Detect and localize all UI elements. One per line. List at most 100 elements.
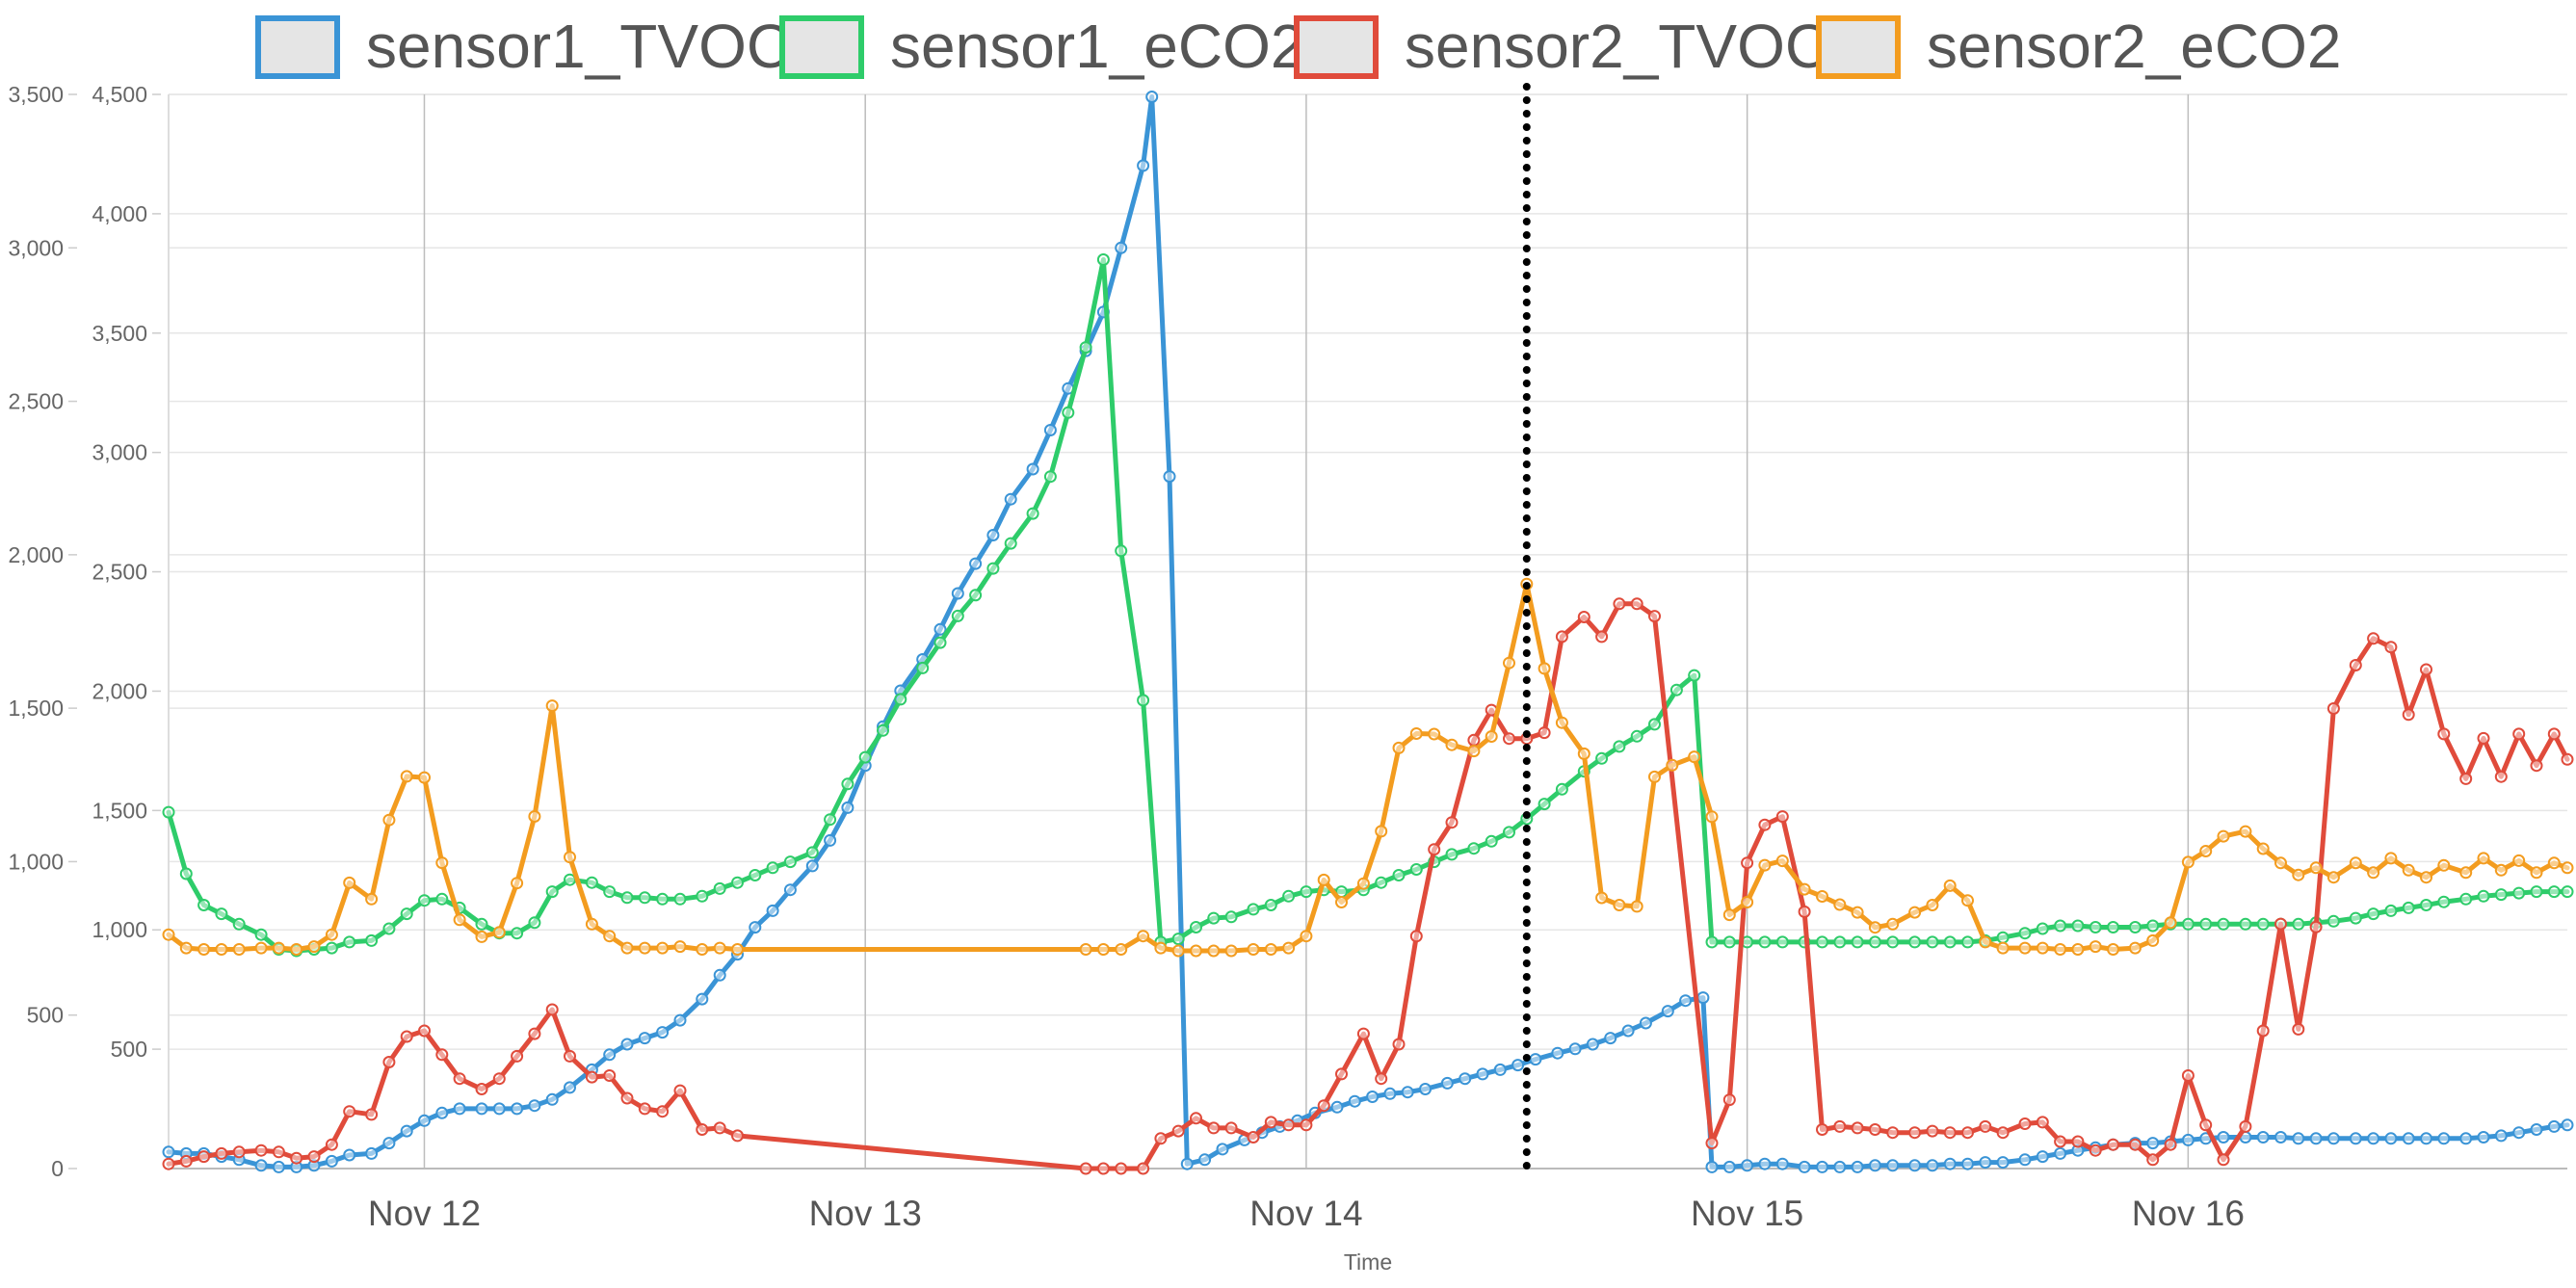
data-point-sensor1_eCO2-106[interactable] bbox=[2107, 921, 2119, 933]
data-point-sensor1_TVOC-13[interactable] bbox=[400, 1124, 413, 1138]
legend-item-sensor1_TVOC[interactable]: sensor1_TVOC bbox=[255, 12, 791, 81]
data-point-sensor1_eCO2-120[interactable] bbox=[2367, 907, 2380, 921]
data-point-sensor2_TVOC-85[interactable] bbox=[2089, 1143, 2102, 1157]
data-point-sensor1_TVOC-32[interactable] bbox=[749, 921, 762, 934]
data-point-sensor1_eCO2-125[interactable] bbox=[2459, 892, 2473, 906]
data-point-sensor2_eCO2-54[interactable] bbox=[1485, 730, 1498, 743]
data-point-sensor2_TVOC-103[interactable] bbox=[2420, 663, 2432, 676]
data-point-sensor2_TVOC-25[interactable] bbox=[620, 1091, 634, 1105]
data-point-sensor2_eCO2-45[interactable] bbox=[1317, 873, 1330, 886]
data-point-sensor2_eCO2-100[interactable] bbox=[2326, 871, 2340, 884]
data-point-sensor2_eCO2-8[interactable] bbox=[307, 940, 321, 954]
data-point-sensor1_TVOC-42[interactable] bbox=[933, 622, 947, 636]
data-point-sensor1_TVOC-97[interactable] bbox=[1926, 1159, 1939, 1172]
data-point-sensor2_eCO2-5[interactable] bbox=[254, 941, 268, 955]
data-point-sensor1_eCO2-44[interactable] bbox=[969, 589, 983, 602]
data-point-sensor1_eCO2-78[interactable] bbox=[1595, 751, 1609, 765]
data-point-sensor1_eCO2-13[interactable] bbox=[400, 907, 413, 921]
data-point-sensor2_eCO2-49[interactable] bbox=[1392, 741, 1406, 754]
data-point-sensor1_eCO2-42[interactable] bbox=[933, 636, 947, 649]
data-point-sensor2_TVOC-99[interactable] bbox=[2349, 659, 2362, 671]
data-point-sensor1_TVOC-90[interactable] bbox=[1798, 1160, 1811, 1173]
data-point-sensor1_TVOC-80[interactable] bbox=[1621, 1024, 1635, 1038]
data-point-sensor1_TVOC-93[interactable] bbox=[1851, 1160, 1864, 1173]
data-point-sensor1_TVOC-11[interactable] bbox=[365, 1146, 379, 1160]
data-point-sensor1_TVOC-45[interactable] bbox=[986, 529, 1000, 541]
data-point-sensor1_TVOC-100[interactable] bbox=[1979, 1156, 1992, 1170]
data-point-sensor2_eCO2-12[interactable] bbox=[382, 813, 396, 827]
data-point-sensor2_eCO2-61[interactable] bbox=[1613, 899, 1626, 911]
data-point-sensor2_TVOC-48[interactable] bbox=[1375, 1072, 1388, 1086]
data-point-sensor1_eCO2-1[interactable] bbox=[179, 867, 193, 881]
data-point-sensor2_eCO2-16[interactable] bbox=[453, 913, 466, 927]
data-point-sensor2_eCO2-32[interactable] bbox=[1079, 943, 1092, 956]
data-point-sensor1_eCO2-40[interactable] bbox=[894, 693, 907, 706]
data-point-sensor2_TVOC-4[interactable] bbox=[232, 1145, 246, 1159]
data-point-sensor2_TVOC-27[interactable] bbox=[656, 1105, 670, 1118]
data-point-sensor2_TVOC-72[interactable] bbox=[1851, 1121, 1864, 1135]
data-point-sensor2_TVOC-33[interactable] bbox=[1096, 1162, 1110, 1175]
data-point-sensor2_eCO2-46[interactable] bbox=[1335, 896, 1348, 908]
data-point-sensor2_TVOC-83[interactable] bbox=[2054, 1135, 2067, 1148]
data-point-sensor2_TVOC-79[interactable] bbox=[1979, 1119, 1992, 1133]
data-point-sensor1_eCO2-73[interactable] bbox=[1503, 826, 1515, 839]
data-point-sensor1_eCO2-32[interactable] bbox=[749, 869, 762, 881]
data-point-sensor1_TVOC-35[interactable] bbox=[805, 859, 819, 873]
data-point-sensor1_eCO2-37[interactable] bbox=[841, 777, 854, 791]
data-point-sensor1_eCO2-49[interactable] bbox=[1062, 406, 1075, 419]
data-point-sensor2_eCO2-68[interactable] bbox=[1741, 896, 1754, 908]
data-point-sensor2_TVOC-84[interactable] bbox=[2071, 1135, 2085, 1148]
data-point-sensor1_eCO2-66[interactable] bbox=[1375, 876, 1388, 889]
data-point-sensor2_eCO2-89[interactable] bbox=[2128, 941, 2142, 955]
data-point-sensor1_TVOC-46[interactable] bbox=[1004, 492, 1017, 506]
data-point-sensor2_TVOC-32[interactable] bbox=[1079, 1162, 1092, 1175]
data-point-sensor1_eCO2-101[interactable] bbox=[2018, 927, 2032, 940]
data-point-sensor1_TVOC-83[interactable] bbox=[1679, 994, 1693, 1008]
data-point-sensor2_TVOC-66[interactable] bbox=[1741, 856, 1754, 870]
data-point-sensor1_eCO2-45[interactable] bbox=[986, 562, 1000, 575]
data-point-sensor2_TVOC-22[interactable] bbox=[564, 1049, 576, 1063]
data-point-sensor1_eCO2-129[interactable] bbox=[2530, 885, 2543, 899]
data-point-sensor1_eCO2-114[interactable] bbox=[2256, 917, 2270, 931]
data-point-sensor2_eCO2-40[interactable] bbox=[1224, 944, 1238, 958]
data-point-sensor1_eCO2-100[interactable] bbox=[1996, 931, 2010, 944]
data-point-sensor2_eCO2-28[interactable] bbox=[673, 940, 687, 954]
data-point-sensor1_TVOC-71[interactable] bbox=[1459, 1072, 1472, 1086]
data-point-sensor1_eCO2-50[interactable] bbox=[1079, 341, 1092, 355]
data-point-sensor2_TVOC-59[interactable] bbox=[1577, 611, 1590, 623]
data-point-sensor2_TVOC-49[interactable] bbox=[1392, 1038, 1406, 1051]
data-point-sensor1_eCO2-88[interactable] bbox=[1775, 935, 1789, 949]
data-point-sensor2_eCO2-63[interactable] bbox=[1648, 770, 1661, 783]
data-point-sensor2_TVOC-110[interactable] bbox=[2547, 727, 2561, 741]
data-point-sensor2_eCO2-33[interactable] bbox=[1096, 943, 1110, 956]
data-point-sensor1_eCO2-15[interactable] bbox=[435, 892, 449, 906]
data-point-sensor1_eCO2-20[interactable] bbox=[528, 916, 541, 930]
data-point-sensor1_eCO2-47[interactable] bbox=[1026, 507, 1039, 520]
data-point-sensor1_TVOC-65[interactable] bbox=[1348, 1094, 1361, 1108]
data-point-sensor2_eCO2-30[interactable] bbox=[713, 941, 726, 955]
data-point-sensor1_TVOC-127[interactable] bbox=[2477, 1131, 2490, 1143]
data-point-sensor1_eCO2-76[interactable] bbox=[1555, 782, 1568, 796]
legend-item-sensor2_eCO2[interactable]: sensor2_eCO2 bbox=[1816, 12, 2341, 81]
data-point-sensor2_TVOC-107[interactable] bbox=[2494, 770, 2508, 783]
data-point-sensor1_eCO2-28[interactable] bbox=[673, 892, 687, 906]
data-point-sensor1_TVOC-119[interactable] bbox=[2326, 1132, 2340, 1145]
data-point-sensor2_TVOC-28[interactable] bbox=[673, 1084, 687, 1097]
data-point-sensor1_eCO2-131[interactable] bbox=[2561, 885, 2574, 899]
data-point-sensor1_TVOC-74[interactable] bbox=[1511, 1059, 1525, 1072]
data-point-sensor2_TVOC-50[interactable] bbox=[1409, 930, 1423, 943]
data-point-sensor2_eCO2-65[interactable] bbox=[1688, 750, 1701, 764]
data-point-sensor2_TVOC-10[interactable] bbox=[343, 1105, 356, 1118]
data-point-sensor2_eCO2-37[interactable] bbox=[1171, 944, 1185, 958]
data-point-sensor2_TVOC-68[interactable] bbox=[1775, 810, 1789, 824]
data-point-sensor2_TVOC-106[interactable] bbox=[2477, 731, 2490, 745]
data-point-sensor1_eCO2-60[interactable] bbox=[1264, 899, 1277, 911]
data-point-sensor1_TVOC-12[interactable] bbox=[382, 1137, 396, 1150]
data-point-sensor2_TVOC-94[interactable] bbox=[2256, 1024, 2270, 1038]
data-point-sensor2_eCO2-48[interactable] bbox=[1375, 825, 1388, 838]
data-point-sensor2_TVOC-44[interactable] bbox=[1300, 1118, 1313, 1132]
data-point-sensor1_eCO2-5[interactable] bbox=[254, 928, 268, 941]
data-point-sensor2_eCO2-91[interactable] bbox=[2164, 916, 2177, 930]
data-point-sensor1_TVOC-16[interactable] bbox=[453, 1102, 466, 1116]
data-point-sensor2_eCO2-72[interactable] bbox=[1816, 890, 1828, 903]
